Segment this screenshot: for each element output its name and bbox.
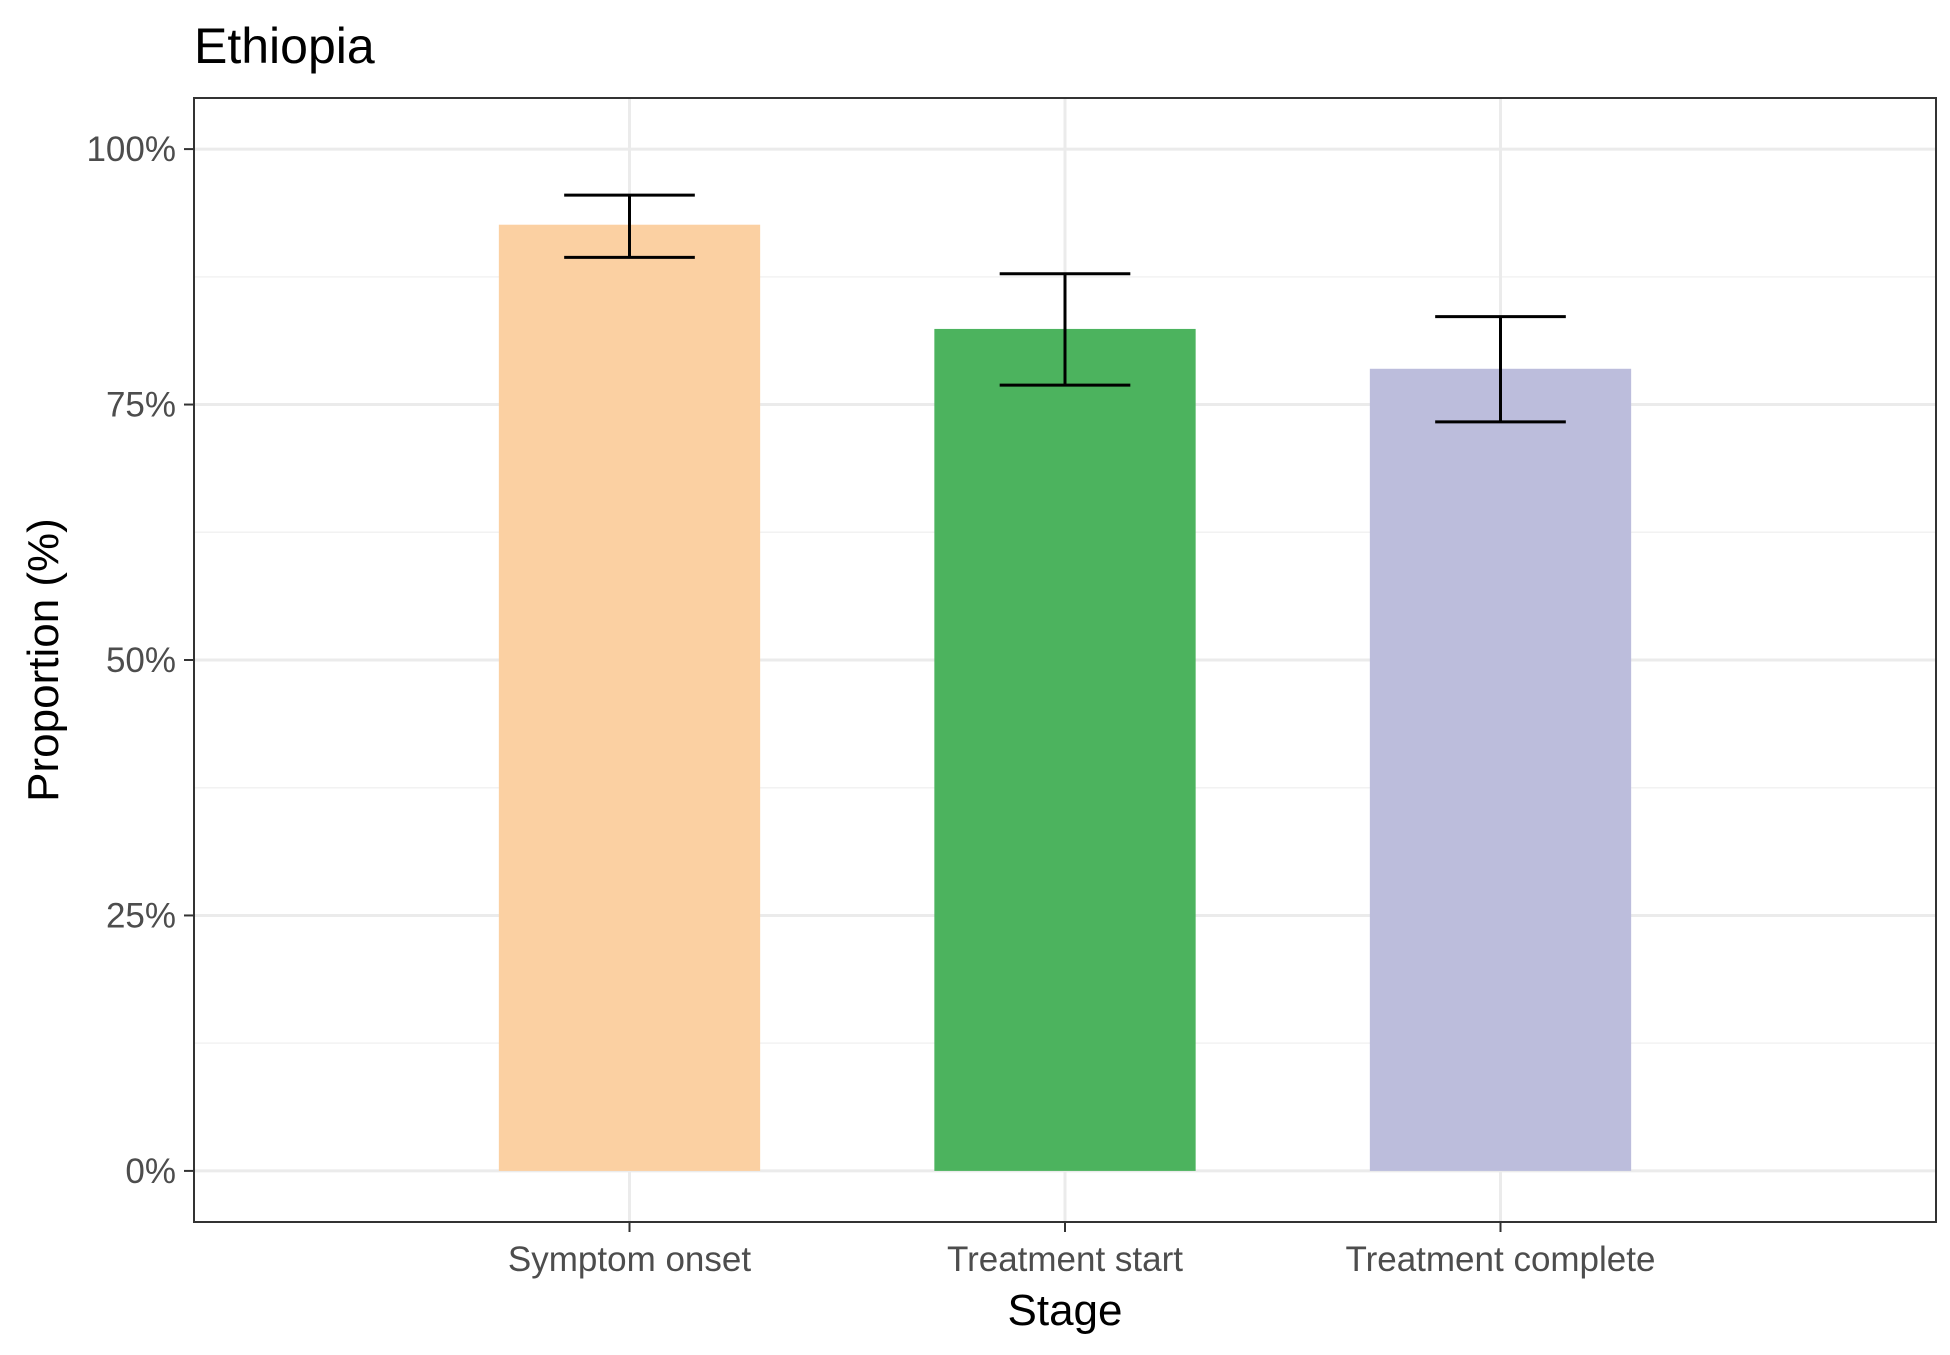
x-tick-label: Treatment complete — [1346, 1240, 1656, 1279]
x-axis-title: Stage — [1008, 1286, 1123, 1335]
x-tick-label: Symptom onset — [508, 1240, 751, 1279]
chart-title: Ethiopia — [194, 18, 375, 74]
bar — [934, 328, 1196, 1171]
y-tick-label: 25% — [106, 896, 176, 935]
x-tick-label: Treatment start — [947, 1240, 1183, 1279]
bar — [1369, 368, 1632, 1171]
y-tick-label: 75% — [106, 386, 176, 425]
bar — [498, 224, 761, 1171]
error-bars — [564, 193, 1566, 424]
y-tick-label: 50% — [106, 641, 176, 680]
axes: 0% 25% 50% 75% 100% Symptom onset Treatment st… — [86, 130, 1655, 1279]
y-tick-label: 0% — [125, 1152, 176, 1191]
y-tick-label: 100% — [86, 130, 176, 169]
y-axis-title: Proportion (%) — [19, 518, 68, 802]
bars — [498, 224, 1632, 1171]
